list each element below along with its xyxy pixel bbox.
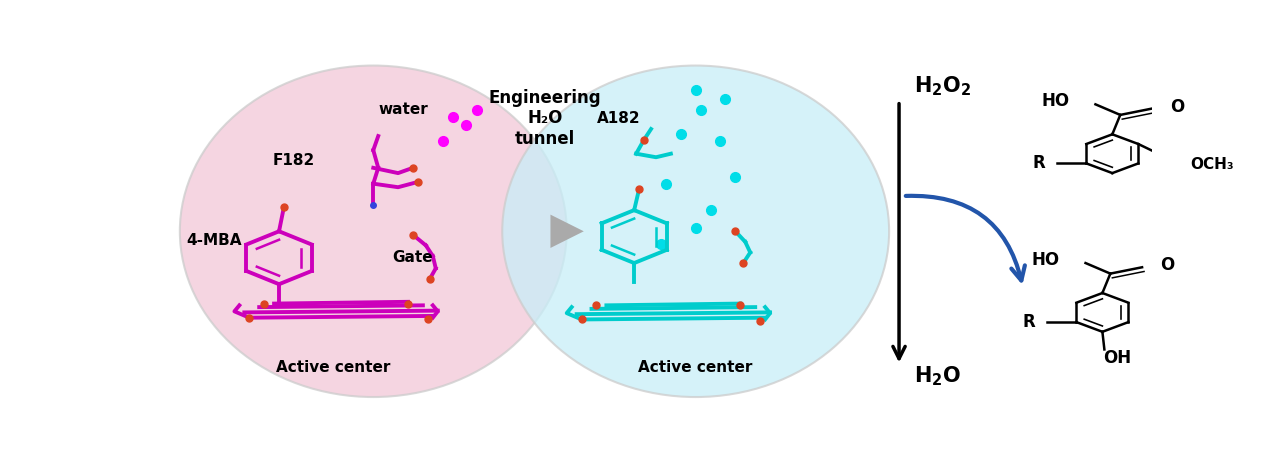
Text: O: O (1170, 98, 1184, 116)
Text: OH: OH (1103, 349, 1132, 367)
Text: water: water (378, 102, 428, 117)
Text: F182: F182 (273, 153, 315, 168)
Text: Active center: Active center (639, 360, 753, 375)
Text: $\mathbf{H_2O}$: $\mathbf{H_2O}$ (914, 364, 961, 387)
Text: Active center: Active center (276, 360, 390, 375)
Text: OCH₃: OCH₃ (1190, 157, 1234, 172)
Text: HO: HO (1032, 251, 1060, 268)
FancyArrowPatch shape (906, 196, 1025, 280)
Text: Gate: Gate (393, 250, 433, 265)
Ellipse shape (179, 65, 567, 397)
Text: R: R (1033, 154, 1044, 172)
Text: A182: A182 (596, 111, 640, 126)
Text: R: R (1023, 313, 1036, 331)
Text: HO: HO (1042, 92, 1070, 110)
Text: 4-MBA: 4-MBA (187, 233, 242, 248)
Text: Engineering
H₂O
tunnel: Engineering H₂O tunnel (489, 89, 602, 148)
Text: $\mathbf{H_2O_2}$: $\mathbf{H_2O_2}$ (914, 75, 972, 98)
Ellipse shape (502, 65, 890, 397)
Text: O: O (1160, 256, 1174, 274)
